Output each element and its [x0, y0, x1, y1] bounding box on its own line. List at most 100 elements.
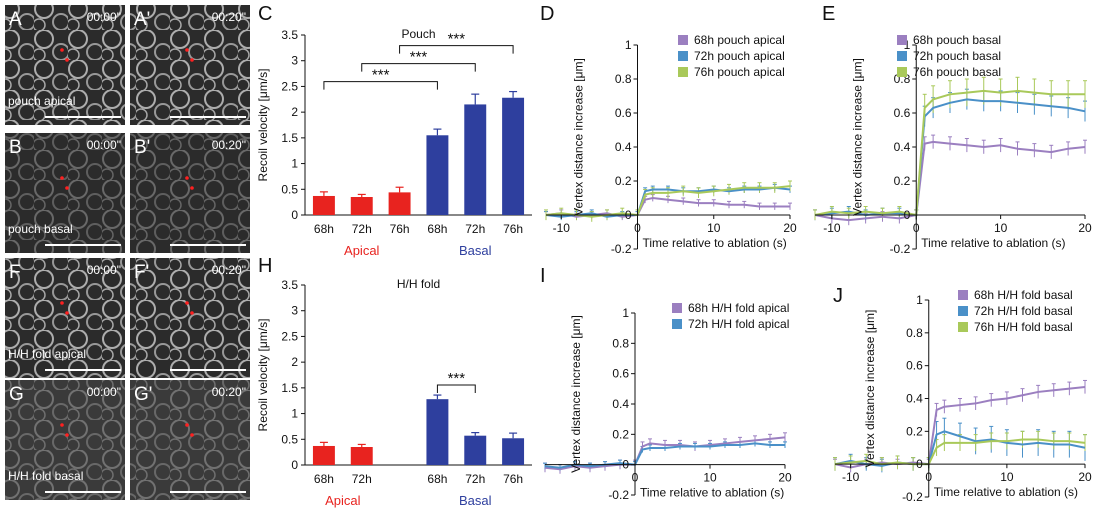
legend-swatch [897, 35, 907, 45]
y-tick-label: 0.6 [615, 106, 632, 120]
x-tick-label: 20 [1078, 470, 1092, 484]
x-tick-label: -10 [842, 470, 860, 484]
legend-swatch [958, 290, 968, 300]
panel-label: F [9, 262, 21, 283]
image-texture [130, 380, 250, 500]
legend-label: 68h H/H fold basal [974, 288, 1073, 302]
bar-chart: C Pouch Recoil velocity [μm/s] 0 0.5 1 1.5 2 2.5… [256, 3, 532, 258]
y-tick-label: 3.5 [281, 28, 298, 42]
y-tick-label: 3 [291, 54, 298, 68]
y-tick-label: 0.2 [615, 174, 632, 188]
time-stamp: 00:00" [87, 138, 121, 152]
y-tick-label: 0.8 [612, 336, 629, 350]
x-tick-label: 10 [703, 471, 717, 485]
x-tick-label: 0 [925, 470, 932, 484]
panel-label: D [540, 3, 554, 25]
y-tick-label: 0.4 [906, 392, 923, 406]
image-caption: pouch apical [8, 94, 75, 108]
y-tick-label: 0 [625, 208, 632, 222]
y-tick-label: -0.2 [611, 242, 632, 256]
x-tick-label: 10 [707, 221, 721, 235]
y-tick-label: 1 [622, 306, 629, 320]
x-tick-label: 68h [314, 472, 334, 486]
ablation-marker [60, 423, 64, 427]
y-axis-label: Vertex distance increase [μm] [850, 58, 864, 216]
y-tick-label: 0 [622, 458, 629, 472]
y-tick-label: 1 [916, 293, 923, 307]
significance-label: *** [372, 67, 390, 84]
legend-swatch [678, 35, 688, 45]
x-tick-label: 72h [465, 472, 485, 486]
legend-label: 68h pouch basal [913, 33, 1001, 47]
bar [502, 97, 525, 215]
bar [388, 192, 411, 215]
significance-label: *** [448, 31, 466, 48]
x-tick-label: 72h [465, 222, 485, 236]
panel-label: A [9, 9, 22, 30]
legend-swatch [678, 67, 688, 77]
panel-label: C [258, 3, 272, 25]
series-line [814, 89, 1085, 217]
y-tick-label: 3.5 [281, 278, 298, 292]
bar [350, 447, 373, 465]
legend-label: 68h pouch apical [694, 33, 785, 47]
x-axis-label: Time relative to ablation (s) [921, 236, 1065, 250]
legend-label: 76h pouch apical [694, 65, 785, 79]
y-tick-label: 0.6 [906, 359, 923, 373]
chart-title: H/H fold [397, 277, 440, 291]
significance-bracket [323, 81, 438, 90]
time-stamp: 00:20" [212, 385, 246, 399]
ablation-marker [65, 311, 69, 315]
x-tick-label: 72h [352, 222, 372, 236]
legend-swatch [672, 319, 682, 329]
ablation-marker [60, 48, 64, 52]
y-tick-label: 0.4 [615, 140, 632, 154]
y-tick-label: -0.2 [608, 488, 629, 502]
x-axis-label: Time relative to ablation (s) [934, 485, 1078, 499]
series-line [834, 438, 1086, 466]
ablation-marker [65, 58, 69, 62]
time-stamp: 00:00" [87, 10, 121, 24]
y-tick-label: 0.5 [281, 182, 298, 196]
series-line [545, 186, 791, 218]
x-tick-label: 10 [1000, 470, 1014, 484]
bar [350, 197, 373, 215]
y-tick-label: 1.5 [281, 381, 298, 395]
y-tick-label: 1 [291, 407, 298, 421]
bar [426, 399, 449, 465]
y-tick-label: 1 [625, 38, 632, 52]
image-texture [130, 258, 250, 378]
image-texture [5, 133, 125, 253]
panel-label: G [9, 384, 24, 405]
image-texture [5, 258, 125, 378]
significance-bracket [436, 384, 476, 394]
image-panel: B 00:00" pouch basal [5, 133, 125, 253]
significance-label: *** [410, 49, 428, 66]
legend-swatch [678, 51, 688, 61]
panel-label: H [258, 255, 272, 277]
image-caption: H/H fold basal [8, 469, 83, 483]
image-panel: B' 00:20" [130, 133, 250, 253]
y-tick-label: 0.4 [612, 397, 629, 411]
ablation-marker [65, 433, 69, 437]
ablation-marker [185, 176, 189, 180]
x-tick-label: 68h [427, 472, 447, 486]
bar [312, 445, 335, 465]
time-stamp: 00:00" [87, 263, 121, 277]
x-axis-label: Time relative to ablation (s) [643, 236, 787, 250]
legend-swatch [672, 303, 682, 313]
legend-swatch [958, 306, 968, 316]
y-tick-label: 2 [291, 105, 298, 119]
x-tick-label: 0 [913, 221, 920, 235]
y-tick-label: 3 [291, 304, 298, 318]
x-tick-label: 0 [632, 471, 639, 485]
image-panel: F 00:00" H/H fold apical [5, 258, 125, 378]
legend-swatch [897, 51, 907, 61]
x-tick-label: 20 [778, 471, 792, 485]
y-tick-label: 0.8 [615, 72, 632, 86]
panel-label: E [822, 3, 835, 25]
